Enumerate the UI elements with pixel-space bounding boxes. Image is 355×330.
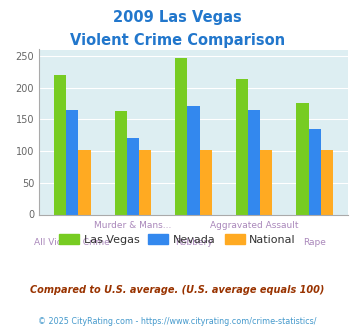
Bar bbox=[296, 103, 308, 214]
Text: Rape: Rape bbox=[303, 238, 326, 247]
Bar bbox=[78, 150, 91, 214]
Bar bbox=[308, 129, 321, 214]
Text: Violent Crime Comparison: Violent Crime Comparison bbox=[70, 33, 285, 48]
Bar bbox=[321, 150, 333, 214]
Bar bbox=[127, 138, 139, 214]
Legend: Las Vegas, Nevada, National: Las Vegas, Nevada, National bbox=[55, 230, 300, 249]
Bar bbox=[139, 150, 151, 214]
Text: All Violent Crime: All Violent Crime bbox=[34, 238, 110, 247]
Text: Robbery: Robbery bbox=[175, 238, 212, 247]
Bar bbox=[175, 58, 187, 214]
Bar bbox=[248, 111, 260, 214]
Text: Murder & Mans...: Murder & Mans... bbox=[94, 221, 171, 230]
Bar bbox=[236, 79, 248, 214]
Bar bbox=[200, 150, 212, 214]
Bar bbox=[115, 111, 127, 214]
Bar bbox=[187, 106, 200, 214]
Text: © 2025 CityRating.com - https://www.cityrating.com/crime-statistics/: © 2025 CityRating.com - https://www.city… bbox=[38, 317, 317, 326]
Bar bbox=[54, 75, 66, 214]
Text: 2009 Las Vegas: 2009 Las Vegas bbox=[113, 10, 242, 25]
Text: Aggravated Assault: Aggravated Assault bbox=[210, 221, 298, 230]
Bar bbox=[260, 150, 272, 214]
Bar bbox=[66, 111, 78, 214]
Text: Compared to U.S. average. (U.S. average equals 100): Compared to U.S. average. (U.S. average … bbox=[30, 285, 325, 295]
